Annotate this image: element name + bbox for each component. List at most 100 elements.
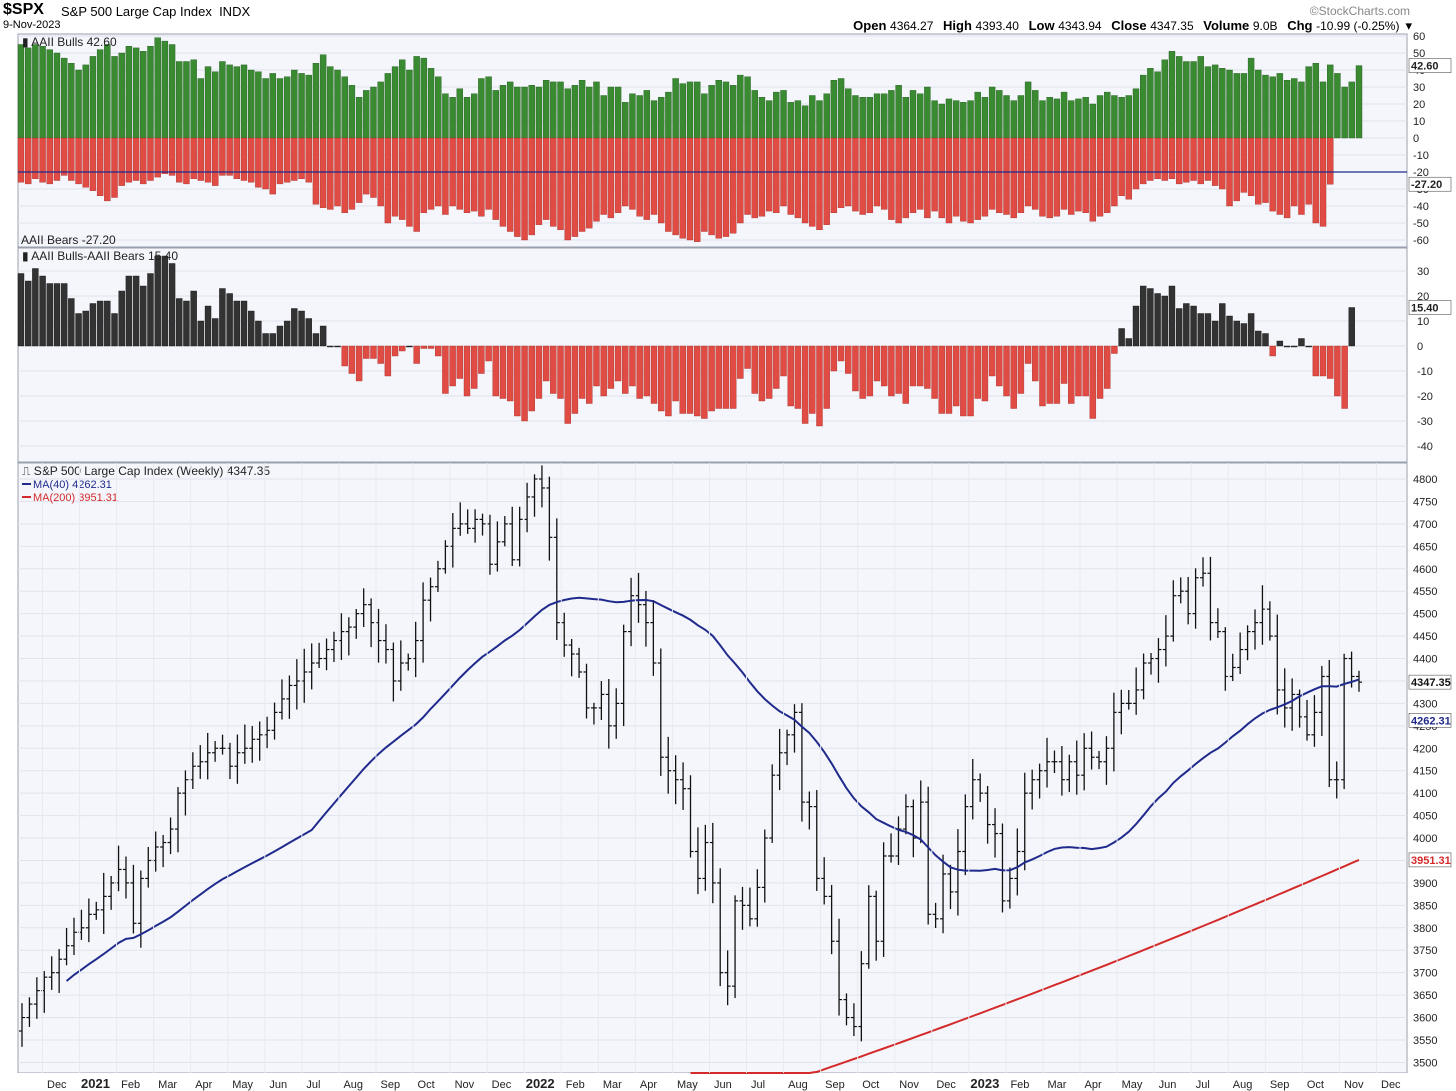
bears-bar — [348, 137, 356, 210]
bears-bar — [1197, 137, 1204, 185]
bears-bar — [1096, 137, 1104, 217]
y-tick-label: -20 — [1413, 167, 1429, 179]
bears-bar — [89, 137, 97, 191]
bulls-bar — [204, 66, 212, 139]
bears-bar — [32, 137, 39, 179]
bulls-bar — [996, 90, 1003, 139]
bulls-bar — [722, 81, 730, 139]
bears-bar — [219, 137, 226, 176]
bulls-bar — [111, 56, 118, 139]
bulls-bar — [629, 93, 636, 139]
spread-bar — [140, 285, 147, 347]
legend-bears: AAII Bears -27.20 — [21, 233, 116, 247]
y-tick-label: 50 — [1413, 48, 1425, 60]
bears-bar — [996, 137, 1003, 214]
bulls-bar — [391, 66, 399, 139]
bulls-bar — [902, 96, 910, 139]
spread-bar — [542, 345, 550, 382]
bulls-bar — [1024, 81, 1032, 139]
bulls-bar — [104, 44, 111, 139]
spread-bar — [111, 313, 118, 347]
bears-bar — [550, 137, 557, 227]
bulls-bar — [1204, 66, 1212, 139]
y-tick-label: 4650 — [1413, 541, 1437, 553]
bears-bar — [751, 137, 758, 219]
price-value-tag: 4347.35 — [1411, 677, 1451, 689]
bulls-bar — [1010, 100, 1017, 139]
bulls-bar — [578, 79, 586, 139]
spread-bar — [1269, 345, 1276, 357]
spread-bar — [852, 345, 859, 392]
x-tick-label: Aug — [788, 1079, 808, 1091]
bulls-bar — [485, 76, 492, 139]
bulls-bar — [1168, 51, 1176, 139]
bears-bar — [406, 137, 413, 227]
x-tick-label: Jun — [714, 1079, 732, 1091]
spread-bar — [53, 283, 61, 347]
spread-bar — [535, 345, 543, 399]
spread-bar — [456, 345, 464, 379]
bears-bar — [269, 137, 276, 195]
spread-bar — [665, 345, 672, 417]
spread-bar — [1017, 345, 1025, 394]
bears-bar — [1154, 137, 1161, 179]
spread-bar — [32, 268, 39, 347]
bears-bar — [1183, 137, 1190, 183]
bulls-bar — [564, 88, 571, 139]
spread-bar — [406, 345, 413, 348]
spread-bar — [1082, 345, 1089, 397]
spread-bar — [909, 345, 917, 387]
bulls-bar — [1226, 69, 1233, 139]
spread-bar — [125, 275, 133, 347]
spread-bar — [837, 345, 845, 362]
bears-bar — [355, 137, 363, 203]
spread-value-tag-box — [1408, 300, 1452, 315]
bears-bar — [255, 137, 262, 188]
spread-bar — [1010, 345, 1017, 409]
spread-bar — [363, 345, 370, 359]
bulls-bar — [319, 54, 327, 139]
bears-bar — [1053, 137, 1061, 217]
bears-bar — [125, 137, 133, 183]
bulls-bar — [1111, 95, 1118, 139]
bears-bar — [1211, 137, 1219, 186]
chart-header: $SPX S&P 500 Large Cap Index INDX 9-Nov-… — [0, 0, 1456, 34]
bulls-bar — [1219, 68, 1226, 139]
bears-bar — [535, 137, 543, 225]
spread-bar — [1348, 307, 1356, 347]
bears-bar — [1276, 137, 1284, 215]
y-tick-label: 4450 — [1413, 631, 1437, 643]
bulls-bar — [607, 86, 615, 139]
bulls-bar — [787, 102, 794, 139]
spread-bar — [298, 310, 305, 347]
bears-bar — [1132, 137, 1140, 190]
bears-bar — [154, 137, 161, 178]
bears-bar — [708, 137, 715, 236]
bears-bar — [852, 137, 859, 212]
bears-bar — [442, 137, 449, 215]
bulls-bar — [406, 69, 413, 139]
spread-bar — [881, 345, 888, 387]
spread-bar — [168, 263, 176, 347]
y-tick-label: 0 — [1413, 133, 1419, 145]
spread-bar — [514, 345, 521, 417]
y-tick-label: 3700 — [1413, 968, 1437, 980]
spread-bar — [916, 345, 924, 387]
spread-bar — [816, 345, 823, 427]
ma40-value-tag: 4262.31 — [1411, 715, 1451, 727]
bulls-bar — [247, 69, 255, 139]
x-tick-label: Aug — [343, 1079, 363, 1091]
bulls-bar — [557, 81, 564, 139]
spread-bar — [492, 345, 499, 397]
bulls-bar — [233, 66, 241, 139]
bulls-bar — [1305, 66, 1312, 139]
chevron-down-icon[interactable]: ▾ — [1405, 18, 1412, 33]
spread-bar — [845, 345, 852, 374]
bears-bar — [830, 137, 838, 214]
spread-bar — [967, 345, 974, 417]
bears-bar — [650, 137, 658, 215]
bulls-bar — [470, 93, 478, 139]
y-tick-label: 4500 — [1413, 609, 1437, 621]
bulls-bar — [75, 69, 82, 139]
spread-bar — [888, 345, 895, 397]
